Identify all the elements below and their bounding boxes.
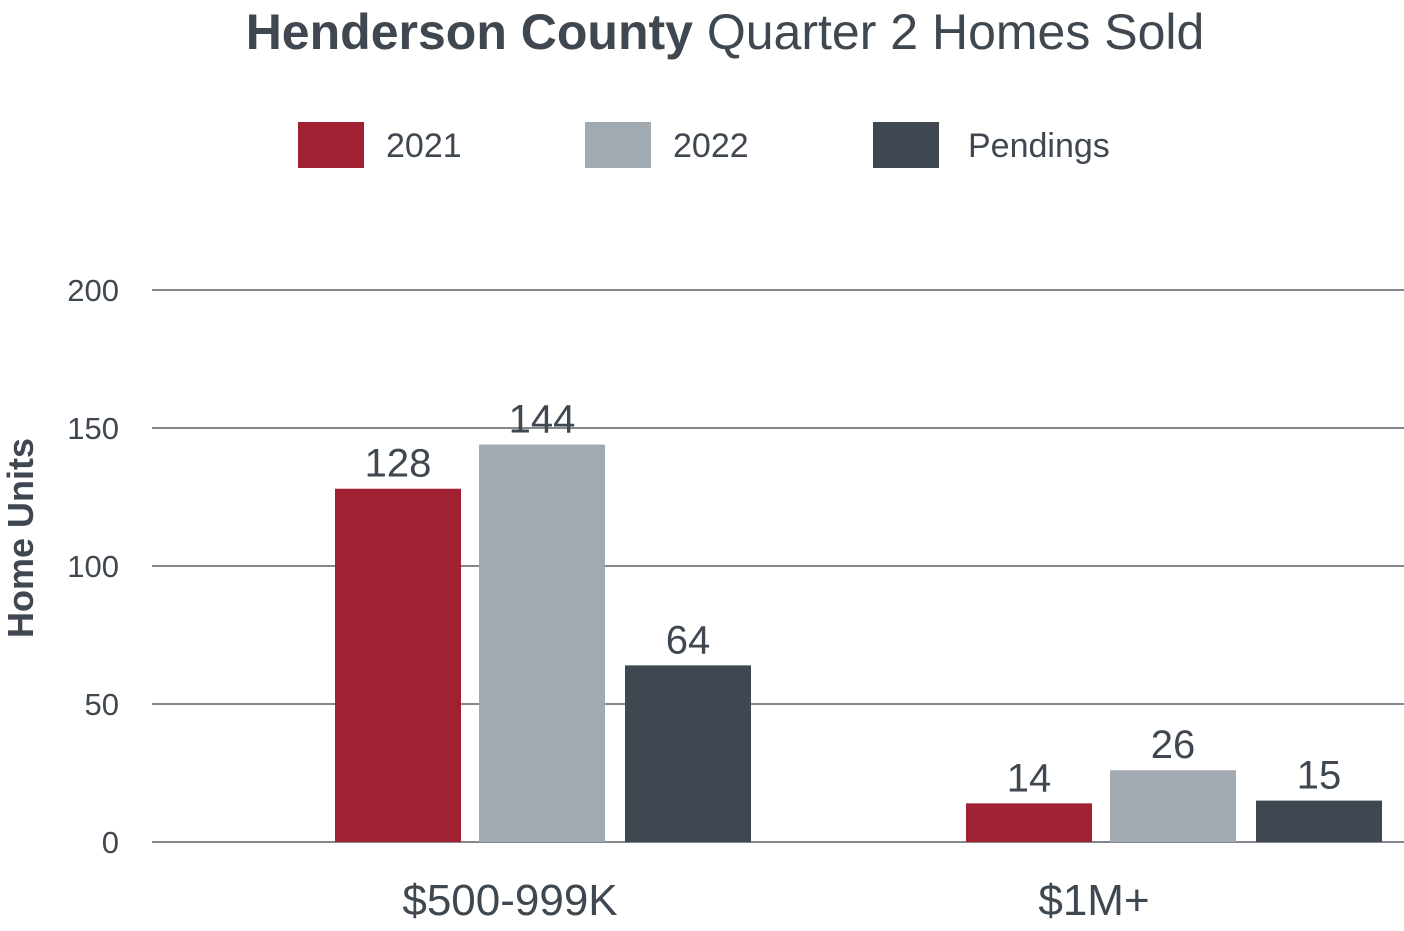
y-tick-label-200: 200 <box>67 273 119 308</box>
chart-title-bold: Henderson County <box>245 4 693 60</box>
chart-title: Henderson County Quarter 2 Homes Sold <box>0 2 1404 62</box>
y-axis-label: Home Units <box>0 438 41 638</box>
x-category-label-1: $1M+ <box>1038 876 1149 925</box>
data-label-2021-0: 128 <box>365 442 432 486</box>
y-tick-label-50: 50 <box>85 687 119 722</box>
bar-2022-0 <box>479 444 605 842</box>
bar-2021-0 <box>335 488 461 842</box>
legend-swatch-pendings <box>873 122 939 168</box>
data-label-2021-1: 14 <box>1007 756 1052 800</box>
bar-pendings-0 <box>625 665 751 842</box>
legend-label-pendings: Pendings <box>968 127 1110 165</box>
x-category-label-0: $500-999K <box>402 876 617 925</box>
chart-title-rest: Quarter 2 Homes Sold <box>706 4 1205 60</box>
legend-label-2022: 2022 <box>673 127 749 165</box>
bar-pendings-1 <box>1256 800 1382 842</box>
bar-2021-1 <box>966 803 1092 842</box>
legend-label-2021: 2021 <box>386 127 462 165</box>
y-tick-label-150: 150 <box>67 411 119 446</box>
legend-swatch-2022 <box>585 122 651 168</box>
data-label-2022-1: 26 <box>1151 723 1196 767</box>
data-label-pendings-0: 64 <box>666 618 711 662</box>
y-tick-label-100: 100 <box>67 549 119 584</box>
legend: 2021 2022 Pendings <box>0 122 1404 170</box>
legend-swatch-2021 <box>298 122 364 168</box>
bar-2022-1 <box>1110 770 1236 842</box>
data-label-pendings-1: 15 <box>1297 754 1342 798</box>
data-label-2022-0: 144 <box>509 398 576 442</box>
y-tick-label-0: 0 <box>102 825 119 860</box>
